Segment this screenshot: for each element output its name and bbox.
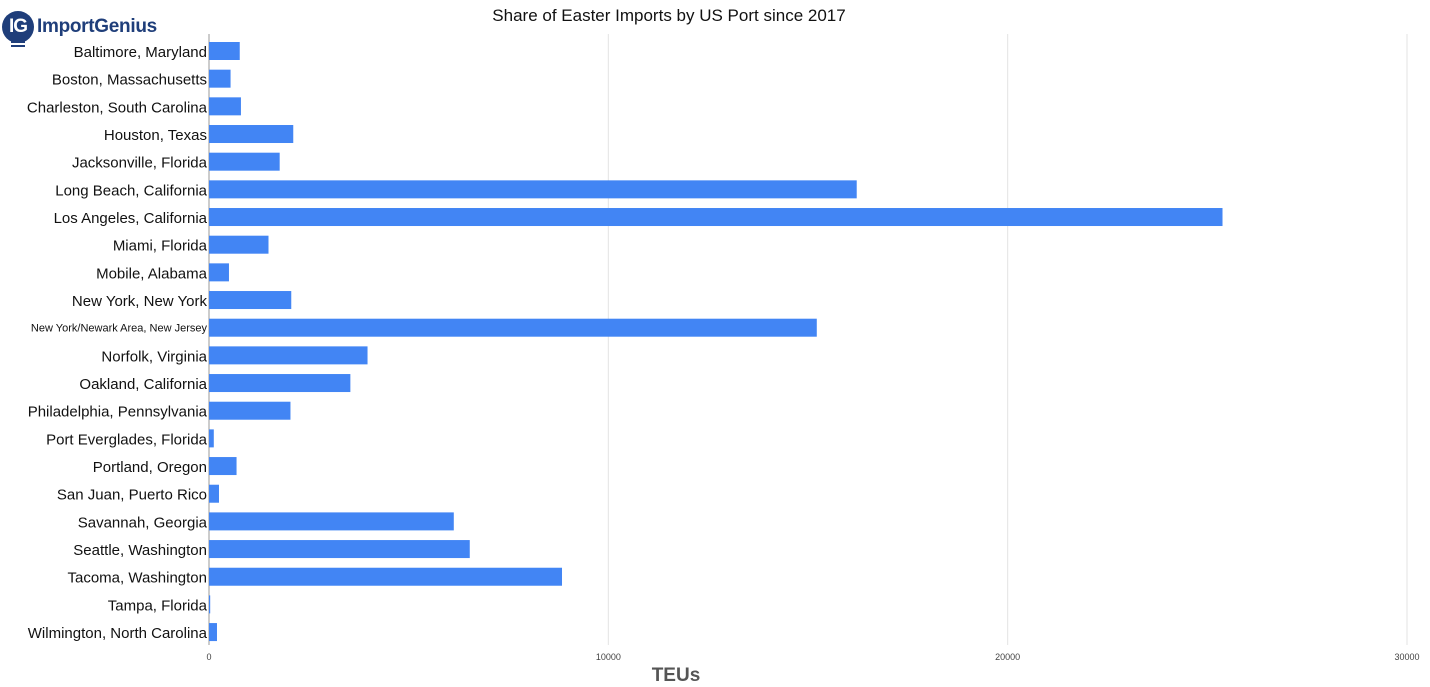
bar [209, 291, 292, 310]
bar [209, 374, 351, 393]
category-label: Norfolk, Virginia [101, 348, 207, 365]
category-label: Mobile, Alabama [96, 265, 208, 282]
bar [209, 429, 214, 448]
category-label: Charleston, South Carolina [27, 99, 208, 116]
category-label: New York, New York [72, 293, 208, 310]
category-label: Oakland, California [79, 376, 207, 393]
x-tick-label: 20000 [995, 652, 1020, 662]
logo-wordmark: ImportGenius [37, 16, 157, 37]
category-label: Seattle, Washington [73, 542, 207, 559]
bar [209, 69, 231, 88]
category-label: Baltimore, Maryland [74, 44, 207, 61]
bar [209, 125, 294, 144]
logo-mark: IG [2, 11, 34, 43]
bar [209, 152, 280, 171]
category-label: Boston, Massachusetts [52, 72, 207, 89]
category-label: Savannah, Georgia [78, 514, 208, 531]
category-label: Portland, Oregon [93, 459, 207, 476]
category-label: Los Angeles, California [54, 210, 208, 227]
bar [209, 401, 291, 420]
category-label: Jacksonville, Florida [72, 155, 208, 172]
category-label: San Juan, Puerto Rico [57, 487, 207, 504]
category-label: Tampa, Florida [108, 597, 208, 614]
bar [209, 208, 1223, 227]
bar [209, 97, 241, 116]
bar [209, 263, 229, 282]
bar [209, 235, 269, 254]
category-label: Miami, Florida [113, 238, 208, 255]
bar [209, 42, 240, 60]
x-tick-label: 10000 [596, 652, 621, 662]
bulb-icon [11, 41, 25, 47]
chart-title: Share of Easter Imports by US Port since… [492, 6, 845, 25]
category-label: Houston, Texas [104, 127, 207, 144]
bar [209, 623, 217, 642]
x-axis-label: TEUs [652, 665, 701, 686]
category-label: New York/Newark Area, New Jersey [31, 323, 208, 335]
x-tick-label: 0 [206, 652, 211, 662]
bar [209, 540, 470, 559]
brand-logo: IG ImportGenius [2, 8, 157, 46]
x-tick-label: 30000 [1394, 652, 1419, 662]
bar [209, 346, 368, 365]
bar [209, 567, 563, 586]
bar [209, 457, 237, 476]
category-label: Philadelphia, Pennsylvania [28, 404, 208, 421]
bar [209, 484, 219, 503]
category-label: Long Beach, California [55, 182, 207, 199]
bar [209, 318, 817, 337]
bar [209, 180, 857, 199]
bar [209, 595, 211, 614]
category-label: Wilmington, North Carolina [28, 625, 208, 642]
bar [209, 512, 454, 531]
category-label: Tacoma, Washington [67, 570, 207, 587]
category-label: Port Everglades, Florida [46, 431, 208, 448]
